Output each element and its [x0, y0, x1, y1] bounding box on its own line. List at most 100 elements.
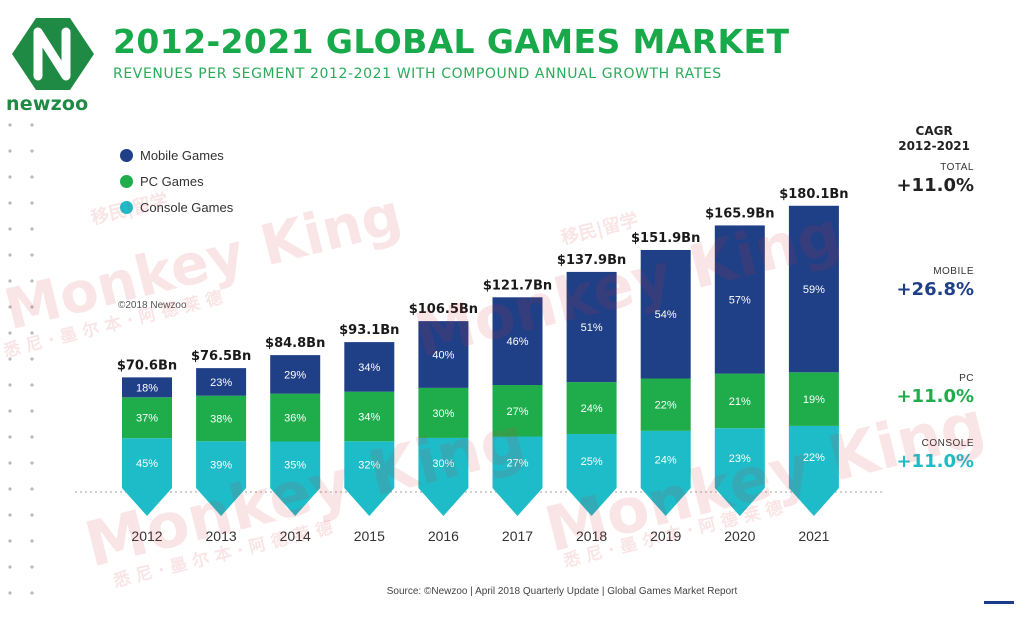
data-label-console-2013: 39% — [210, 460, 232, 472]
cagr-total: TOTAL +11.0% — [896, 162, 974, 196]
bar-segment-mobile-2019 — [640, 249, 691, 379]
legend-item-mobile: Mobile Games — [120, 142, 233, 168]
data-label-mobile-2016: 40% — [432, 349, 454, 361]
legend-label-mobile: Mobile Games — [140, 147, 224, 163]
data-label-mobile-2012: 18% — [136, 382, 158, 394]
data-label-pc-2015: 34% — [358, 412, 380, 424]
data-label-pc-2019: 22% — [655, 400, 677, 412]
x-tick-label-2014: 2014 — [280, 528, 311, 544]
bar-segment-console-2020 — [714, 428, 765, 516]
x-tick-label-2016: 2016 — [428, 528, 459, 544]
data-label-pc-2012: 37% — [136, 413, 158, 425]
data-label-pc-2013: 38% — [210, 413, 232, 425]
total-label-2012: $70.6Bn — [117, 358, 177, 373]
data-label-console-2012: 45% — [136, 458, 158, 470]
bar-segment-pc-2015 — [344, 391, 395, 442]
x-tick-label-2012: 2012 — [131, 528, 162, 544]
bar-segment-console-2015 — [344, 441, 395, 516]
bar-segment-mobile-2014 — [270, 355, 321, 394]
data-label-pc-2021: 19% — [803, 394, 825, 406]
data-label-pc-2020: 21% — [729, 396, 751, 408]
total-label-2017: $121.7Bn — [483, 278, 552, 293]
bar-segment-pc-2012 — [122, 397, 172, 439]
bar-segment-pc-2021 — [788, 372, 839, 426]
data-label-console-2016: 30% — [432, 458, 454, 470]
decorative-dot-grid — [8, 123, 34, 595]
cagr-pc-value: +11.0% — [896, 386, 974, 407]
data-label-mobile-2014: 29% — [284, 369, 306, 381]
bar-segment-pc-2014 — [270, 393, 321, 442]
bar-segment-console-2017 — [492, 436, 543, 516]
cagr-heading-line2: 2012-2021 — [898, 139, 970, 153]
data-label-pc-2017: 27% — [506, 406, 528, 418]
total-label-2014: $84.8Bn — [265, 336, 325, 351]
total-label-2021: $180.1Bn — [779, 187, 848, 202]
total-label-2013: $76.5Bn — [191, 349, 251, 364]
total-label-2019: $151.9Bn — [631, 231, 700, 246]
legend-swatch-pc — [120, 174, 133, 188]
total-label-2016: $106.5Bn — [409, 302, 478, 317]
brand-name: newzoo — [6, 93, 89, 115]
bar-segment-mobile-2016 — [418, 321, 469, 388]
legend-item-console: Console Games — [120, 194, 233, 220]
cagr-mobile-label: MOBILE — [933, 266, 974, 277]
source-note: Source: ©Newzoo | April 2018 Quarterly U… — [386, 586, 738, 597]
bar-segment-mobile-2020 — [714, 225, 765, 374]
total-label-2018: $137.9Bn — [557, 253, 626, 268]
bar-segment-pc-2018 — [566, 382, 617, 434]
data-label-console-2018: 25% — [581, 456, 603, 468]
cagr-pc: PC +11.0% — [896, 373, 974, 407]
bar-segment-console-2016 — [418, 437, 469, 516]
corner-mark — [984, 601, 1014, 604]
cagr-console-label: CONSOLE — [921, 438, 974, 449]
bar-segment-console-2021 — [788, 425, 839, 516]
data-label-pc-2014: 36% — [284, 413, 306, 425]
bar-segment-mobile-2017 — [492, 297, 543, 386]
bar-segment-pc-2017 — [492, 385, 543, 437]
data-label-mobile-2017: 46% — [506, 336, 528, 348]
legend-item-pc: PC Games — [120, 168, 233, 194]
data-label-console-2015: 32% — [358, 460, 380, 472]
x-tick-label-2018: 2018 — [576, 528, 607, 544]
x-tick-label-2020: 2020 — [724, 528, 755, 544]
bar-segment-pc-2020 — [714, 373, 765, 429]
bar-segment-mobile-2021 — [788, 205, 839, 373]
cagr-total-label: TOTAL — [940, 162, 974, 173]
bar-segment-pc-2016 — [418, 387, 469, 438]
bar-segment-console-2019 — [640, 430, 691, 516]
x-tick-label-2013: 2013 — [206, 528, 237, 544]
legend-label-pc: PC Games — [140, 173, 204, 189]
chart-subtitle: REVENUES PER SEGMENT 2012-2021 WITH COMP… — [113, 66, 722, 82]
data-label-console-2021: 22% — [803, 452, 825, 464]
data-label-console-2019: 24% — [655, 454, 677, 466]
x-tick-label-2017: 2017 — [502, 528, 533, 544]
data-label-mobile-2013: 23% — [210, 377, 232, 389]
data-label-console-2020: 23% — [729, 453, 751, 465]
x-tick-label-2021: 2021 — [798, 528, 829, 544]
chart-legend: Mobile Games PC Games Console Games — [120, 142, 233, 220]
x-tick-label-2015: 2015 — [354, 528, 385, 544]
bar-segment-console-2012 — [122, 438, 172, 516]
legend-label-console: Console Games — [140, 199, 234, 215]
bar-segment-mobile-2012 — [122, 377, 172, 398]
cagr-pc-label: PC — [959, 373, 974, 384]
bar-segment-console-2013 — [196, 441, 247, 516]
cagr-mobile-value: +26.8% — [896, 279, 974, 300]
data-label-pc-2016: 30% — [432, 408, 454, 420]
cagr-console-value: +11.0% — [896, 451, 974, 472]
bar-segment-pc-2013 — [196, 395, 247, 442]
data-label-mobile-2021: 59% — [803, 284, 825, 296]
cagr-heading-line1: CAGR — [915, 124, 953, 138]
total-label-2015: $93.1Bn — [339, 323, 399, 338]
newzoo-logo-mark — [12, 18, 94, 90]
bar-segment-mobile-2013 — [196, 368, 247, 396]
data-label-console-2017: 27% — [506, 457, 528, 469]
cagr-console: CONSOLE +11.0% — [896, 438, 974, 472]
data-label-mobile-2018: 51% — [581, 322, 603, 334]
bar-segment-mobile-2018 — [566, 271, 617, 383]
bar-segment-console-2018 — [566, 433, 617, 516]
bar-segment-mobile-2015 — [344, 342, 395, 392]
bar-segment-pc-2019 — [640, 378, 691, 431]
legend-swatch-console — [120, 200, 133, 214]
